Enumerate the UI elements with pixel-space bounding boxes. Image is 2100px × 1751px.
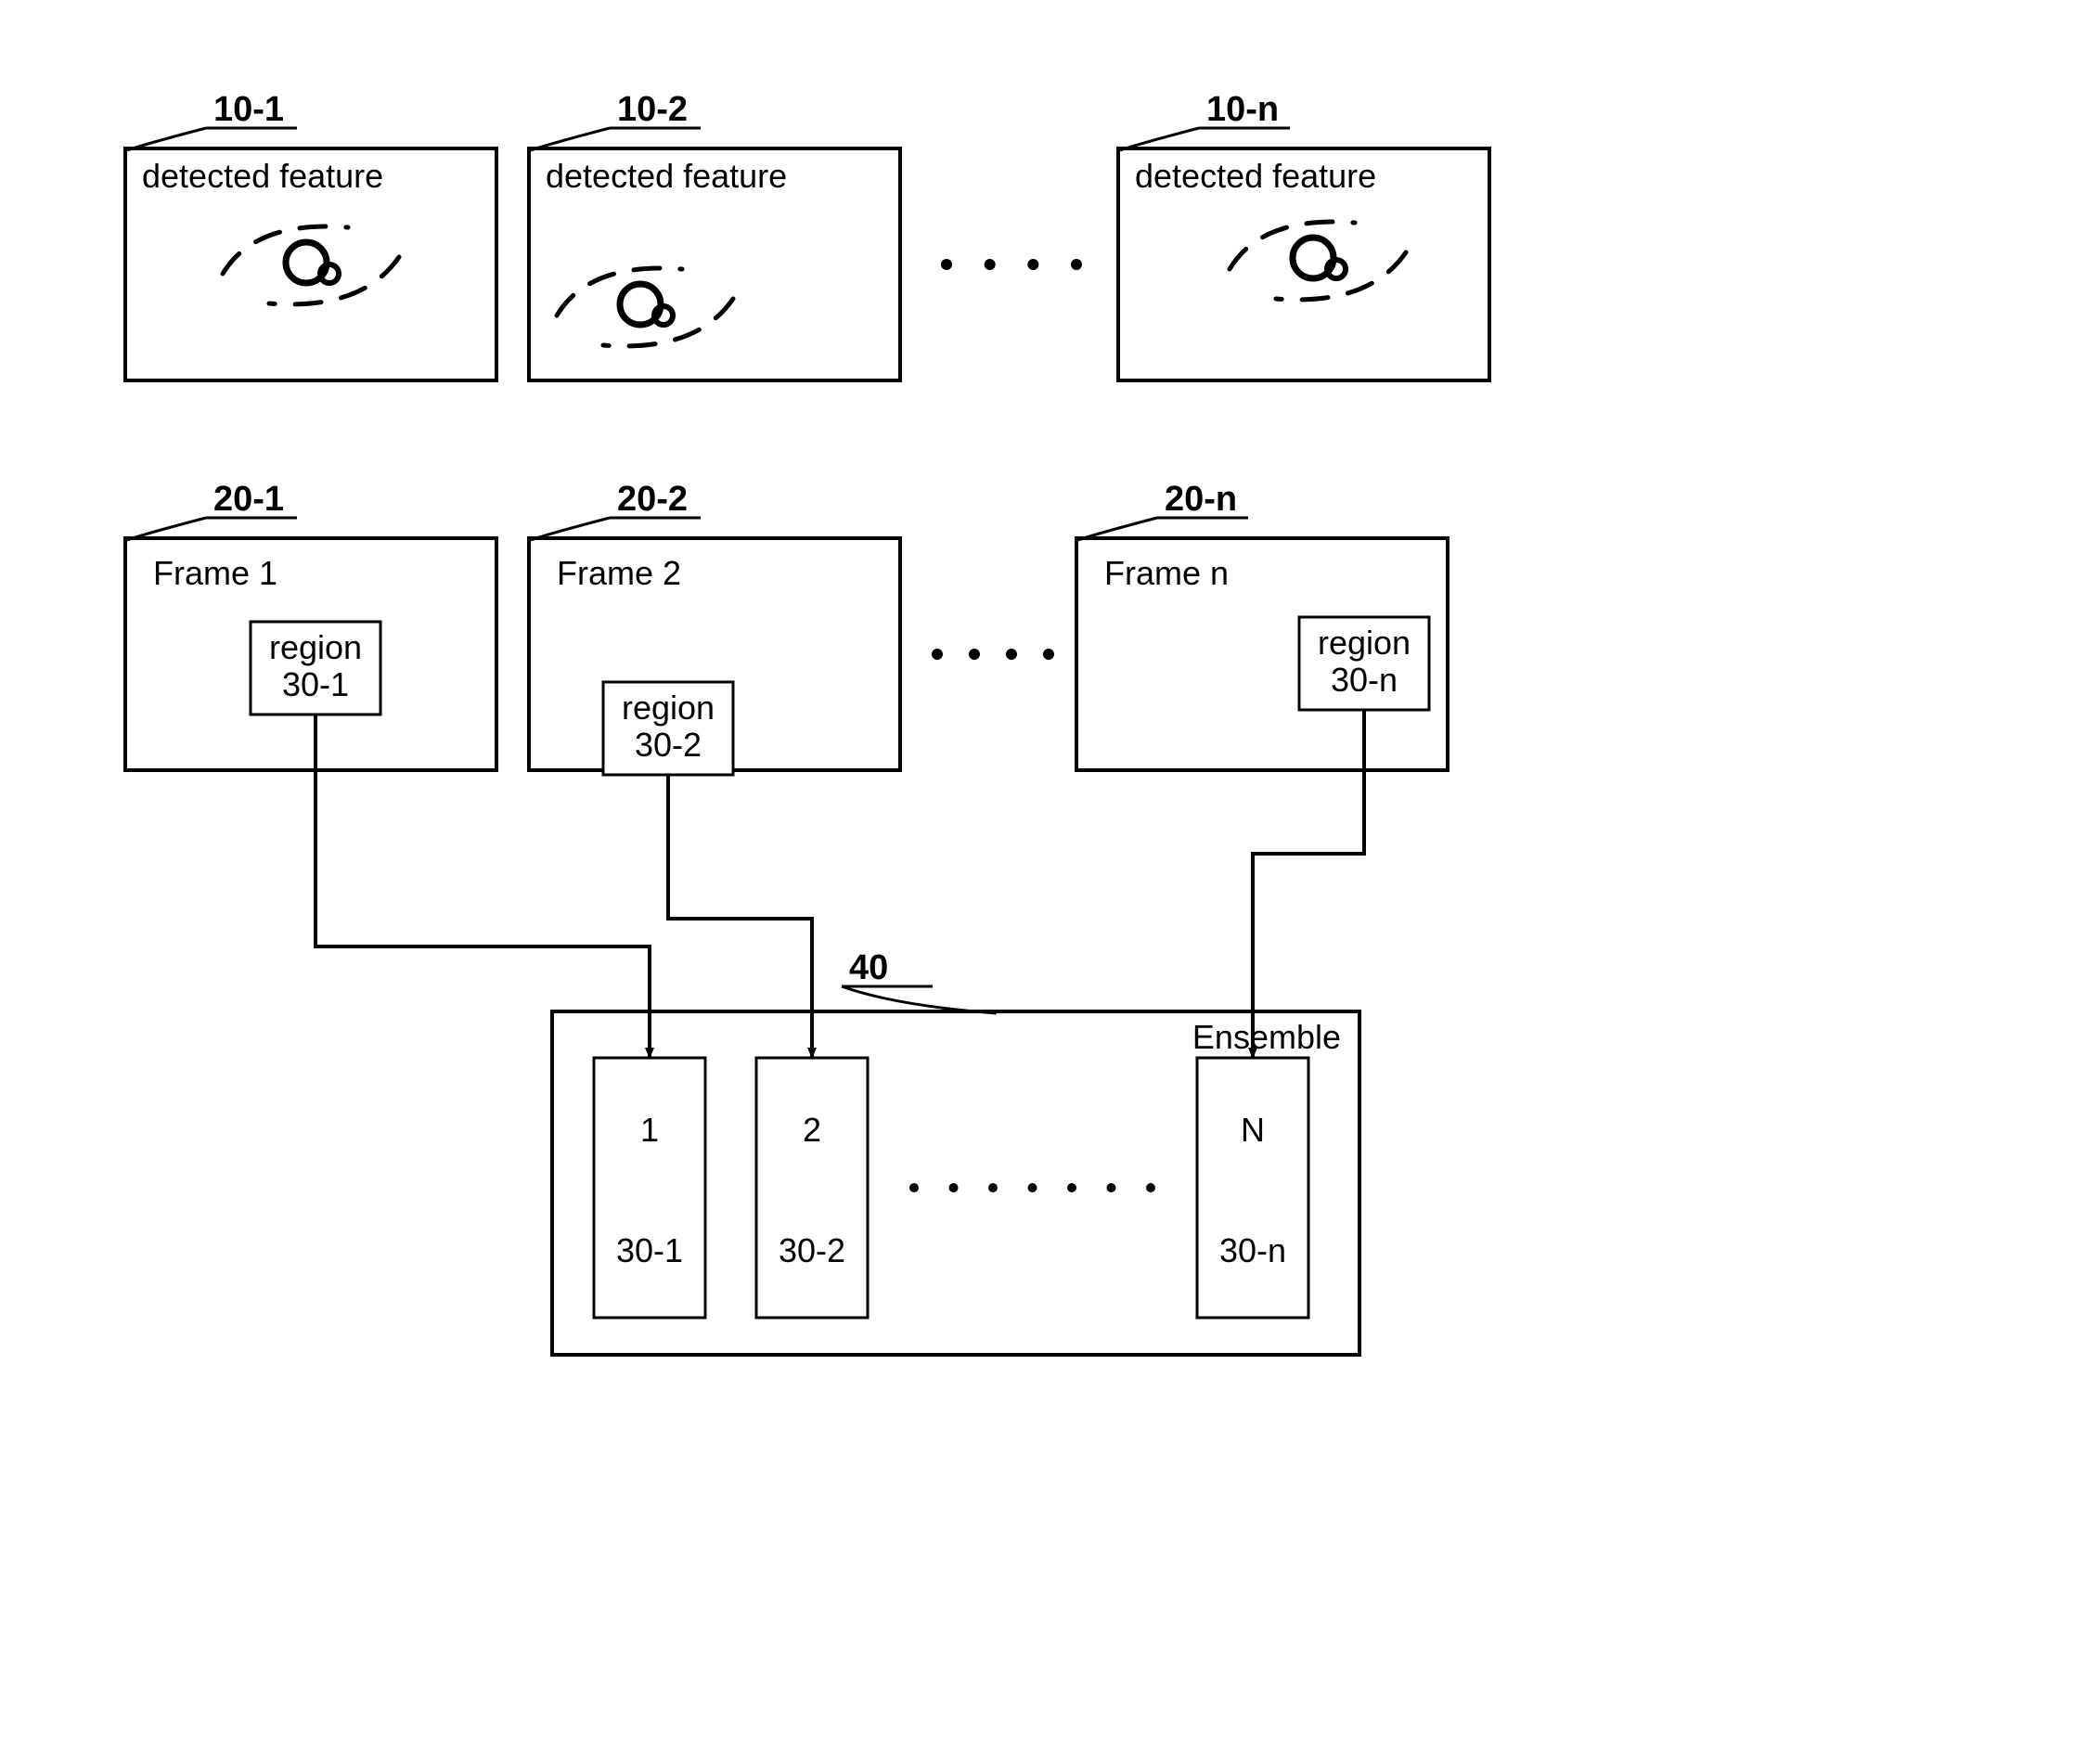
ellipsis-dot: [1071, 259, 1082, 270]
ensemble-slot: [594, 1058, 705, 1318]
ellipsis-dot: [1107, 1183, 1116, 1192]
ellipsis-dot: [1043, 649, 1054, 660]
region-label-top: region: [622, 689, 715, 727]
ref-label: 10-2: [617, 90, 688, 129]
ref-label: 20-1: [213, 480, 284, 519]
ref-leader: [842, 986, 997, 1013]
frame-label: Frame 2: [557, 554, 681, 592]
ellipsis-dot: [941, 259, 952, 270]
ellipsis-dot: [1006, 649, 1017, 660]
ensemble-slot: [1197, 1058, 1308, 1318]
region-label-top: region: [1318, 624, 1411, 662]
ensemble-slot-index: N: [1241, 1111, 1265, 1149]
frame-label: Frame 1: [153, 554, 277, 592]
ellipsis-dot: [949, 1183, 959, 1192]
frame-label: Frame n: [1104, 554, 1229, 592]
detected-feature-label: detected feature: [546, 157, 787, 195]
ellipsis-dot: [1146, 1183, 1155, 1192]
ellipsis-dot: [909, 1183, 919, 1192]
ref-label: 10-1: [213, 90, 284, 129]
detected-feature-glyph: [1230, 222, 1406, 300]
ref-label: 10-n: [1206, 90, 1279, 129]
ref-label: 20-n: [1165, 480, 1237, 519]
ellipsis-dot: [1067, 1183, 1076, 1192]
region-label-bottom: 30-1: [282, 665, 349, 703]
detected-feature-label: detected feature: [1135, 157, 1376, 195]
ellipsis-dot: [988, 1183, 998, 1192]
ellipsis-dot: [1027, 259, 1038, 270]
flow-arrow: [668, 775, 812, 1058]
ref-label: 40: [849, 948, 888, 987]
ellipsis-dot: [1028, 1183, 1037, 1192]
ensemble-slot-index: 1: [640, 1111, 659, 1149]
ensemble-slot: [756, 1058, 868, 1318]
region-label-bottom: 30-n: [1331, 661, 1398, 699]
ensemble-title: Ensemble: [1192, 1018, 1341, 1056]
ensemble-slot-ref: 30-1: [616, 1231, 683, 1269]
region-label-bottom: 30-2: [635, 726, 702, 764]
ensemble-slot-ref: 30-n: [1219, 1231, 1286, 1269]
flow-arrow: [316, 715, 650, 1058]
detected-feature-label: detected feature: [142, 157, 383, 195]
ensemble-box: [552, 1011, 1359, 1355]
flow-arrow: [1253, 710, 1364, 1058]
ensemble-slot-index: 2: [803, 1111, 821, 1149]
ellipsis-dot: [985, 259, 996, 270]
detected-feature-glyph: [557, 268, 733, 346]
detected-feature-glyph: [223, 226, 399, 304]
ellipsis-dot: [969, 649, 980, 660]
ellipsis-dot: [932, 649, 943, 660]
ref-label: 20-2: [617, 480, 688, 519]
region-label-top: region: [269, 628, 362, 666]
ensemble-slot-ref: 30-2: [779, 1231, 845, 1269]
